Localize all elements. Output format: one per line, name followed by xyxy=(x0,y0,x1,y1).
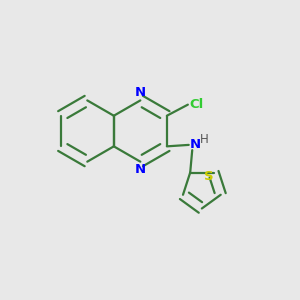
Text: N: N xyxy=(135,86,146,99)
Text: N: N xyxy=(190,138,201,152)
Text: S: S xyxy=(204,169,214,183)
Text: Cl: Cl xyxy=(189,98,203,111)
Text: N: N xyxy=(135,163,146,176)
Text: H: H xyxy=(200,133,208,146)
